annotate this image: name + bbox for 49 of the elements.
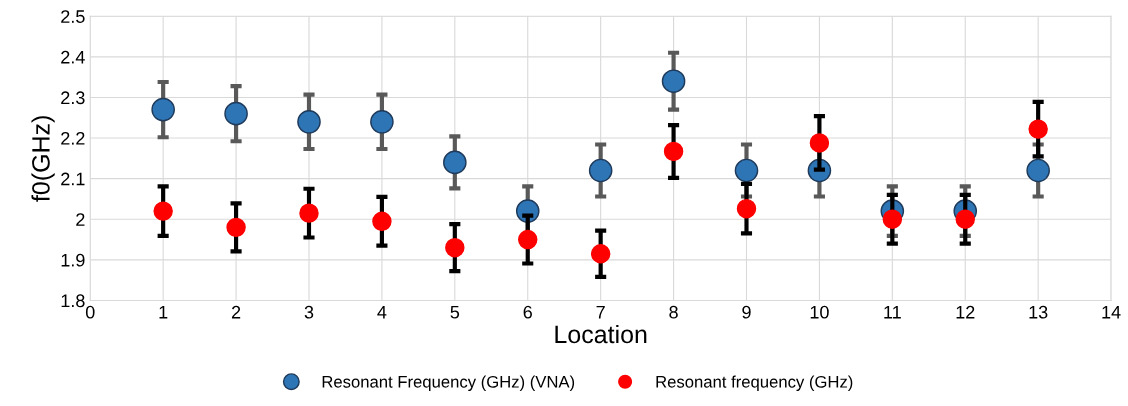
y-tick-label: 2.2	[61, 131, 85, 145]
point	[661, 69, 686, 94]
y-tick-label: 2.1	[61, 172, 85, 186]
point	[153, 201, 173, 221]
y-axis-title: f0(GHz)	[31, 116, 55, 202]
point	[734, 158, 759, 183]
x-tick-label: 1	[159, 305, 168, 319]
x-tick-label: 13	[1029, 305, 1048, 319]
point	[663, 141, 684, 162]
x-tick-label: 11	[884, 305, 901, 319]
x-tick-label: 10	[810, 305, 829, 319]
point	[1028, 119, 1048, 139]
x-tick-label: 14	[1102, 305, 1121, 319]
y-tick-label: 1.9	[61, 253, 85, 267]
point	[297, 109, 321, 134]
x-tick-label: 7	[596, 305, 605, 319]
x-tick-label: 9	[742, 305, 751, 319]
y-tick-label: 2.3	[61, 91, 85, 105]
point	[588, 158, 613, 183]
point	[882, 209, 903, 229]
y-tick-label: 2.5	[61, 10, 85, 23]
point	[590, 244, 611, 264]
point	[299, 203, 319, 223]
point	[151, 97, 175, 122]
point	[443, 150, 467, 175]
point	[224, 101, 248, 126]
point	[445, 237, 465, 258]
y-tick-label: 1.8	[61, 294, 85, 308]
x-tick-label: 2	[231, 305, 241, 319]
y-tick-label: 2.4	[61, 50, 85, 64]
point	[370, 109, 394, 134]
x-tick-label: 0	[85, 305, 95, 319]
point	[736, 198, 757, 219]
y-tick-label: 2	[76, 213, 85, 226]
x-tick-label: 3	[304, 305, 314, 319]
x-tick-label: 8	[669, 305, 678, 319]
legend-label: Resonant Frequency (GHz) (VNA)	[322, 375, 575, 391]
x-tick-label: 4	[377, 305, 387, 319]
x-tick-label: 12	[956, 305, 975, 319]
point	[372, 211, 392, 231]
x-tick-label: 6	[523, 305, 532, 319]
point	[955, 209, 975, 229]
point	[1026, 158, 1050, 183]
x-axis-title: Location	[555, 324, 647, 344]
x-tick-label: 5	[450, 305, 460, 319]
point	[518, 229, 538, 250]
legend-label: Resonant frequency (GHz)	[656, 375, 853, 391]
point	[226, 217, 246, 238]
point	[809, 133, 830, 153]
